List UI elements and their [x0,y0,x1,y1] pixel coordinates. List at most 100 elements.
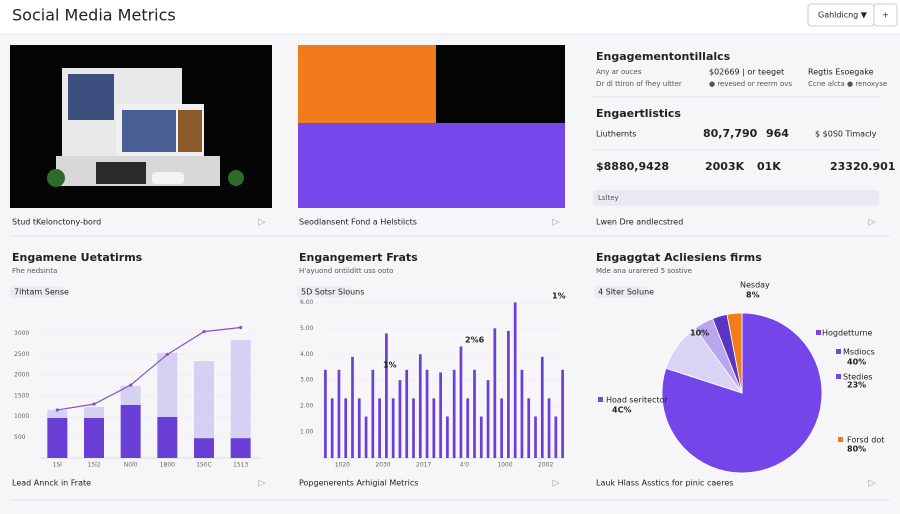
chart-subtitle: H'ayuond ontiiditt uss ooto [299,267,393,275]
panel-stat: Dr dl ttiron of fhey ultter [596,80,682,88]
x-tick-label: 2017 [416,462,431,469]
panel-value: $8880,9428 [596,160,669,173]
pie-slice [726,312,743,394]
x-tick-label: 15l2 [87,462,100,469]
chart-subtitle: Fhe nedsinta [12,267,57,275]
x-tick-label: 4'0 [460,462,469,469]
bar [479,416,483,458]
card-action[interactable]: ▷ [553,218,560,228]
legend-swatch [598,397,603,402]
bar-segment [47,417,68,458]
card-action[interactable]: ▷ [869,479,876,489]
bar [486,380,490,458]
bar [500,398,503,458]
data-annotation: 1% [552,292,566,301]
bar [507,330,510,458]
bar [527,398,531,458]
bar [344,398,348,458]
bar [439,372,442,458]
y-tick-label: 1.00 [300,429,314,436]
y-tick-label: 500 [14,434,26,441]
chart-tag [594,286,648,298]
y-tick-label: 6.00 [300,299,314,306]
card-caption: Stud tKelonctony-bord [12,218,101,227]
bar [351,356,354,458]
chart-tag [10,286,64,298]
pie-annotation: Stedies [843,373,873,382]
card-caption: Lwen Dre andlecstred [596,218,683,227]
bar [493,328,497,458]
bar [330,398,334,458]
bar-segment [157,416,178,458]
card-caption: Seodlansent Fond a Helstiicts [299,218,417,227]
pie-annotation: 10% [690,329,709,338]
entrance [96,162,146,184]
panel-value: Liuthernts [596,130,636,139]
x-tick-label: 1800 [160,462,175,469]
line-point [239,325,243,330]
bar-segment [230,339,251,439]
panel-stat: $02669 | or teeget [709,68,784,77]
x-tick-label: 1Sl [53,462,63,469]
chart-title: Engaggtat Acliesiens firms [596,251,762,264]
card-caption: Lead Annck in Frate [12,479,91,488]
data-annotation: 2%6 [465,336,485,345]
bar [398,380,402,458]
card-action[interactable]: ▷ [259,218,266,228]
bar-segment [230,438,251,458]
bar-segment [194,361,214,439]
bar [378,398,381,458]
pie-annotation: 4C% [612,406,631,415]
card-action[interactable]: ▷ [259,479,266,489]
black-block [436,45,565,123]
x-tick-label: 1020 [335,462,350,469]
panel-bar [593,190,879,206]
add-button[interactable] [873,3,898,27]
card-action[interactable]: ▷ [553,479,560,489]
panel-title: Engagementontillalcs [596,50,731,63]
y-tick-label: 2500 [14,351,29,358]
bar [412,398,415,458]
bar-segment [84,407,104,418]
purple-block [298,123,565,208]
bar [452,369,456,458]
pie-annotation: Hoad seritector [606,396,669,405]
car [152,172,184,184]
panel-value: 80,7,790 [703,127,758,140]
card-action[interactable]: ▷ [869,218,876,228]
bar-segment [120,385,141,405]
page-title: Social Media Metrics [12,6,176,25]
pie-annotation: 23% [847,381,866,390]
window [122,110,176,152]
panel-stat: Any ar ouces [596,68,642,76]
add-label[interactable]: + [882,11,889,20]
bar-segment [120,404,141,458]
chart-subtitle: Mde ana urarered 5 sostive [596,267,692,275]
bar [425,369,429,458]
dropdown-label[interactable]: Gahldicng ▼ [818,11,868,20]
bar [459,346,463,458]
bar [513,302,517,458]
y-tick-label: 4.00 [300,351,314,358]
y-tick-label: 2.00 [300,403,314,410]
y-tick-label: 3000 [14,330,29,337]
pie-annotation: 80% [847,445,866,454]
tree [47,169,65,187]
pie-annotation: Msdiocs [843,348,875,357]
panel-value: 01K [757,160,781,173]
x-tick-label: 1000 [497,462,512,469]
bar [385,333,388,458]
panel-bar-label: Lsltey [598,194,619,202]
panel-value: $ $0S0 Timacly [815,130,877,139]
panel-stat: ● revesed or reerm ovs [709,80,792,88]
chart-tag [297,286,351,298]
bar [561,369,564,458]
x-tick-label: 1513 [233,462,248,469]
bar [473,369,476,458]
bar [466,398,470,458]
header-bar [0,0,900,34]
line-point [129,383,133,387]
bar [432,398,436,458]
y-tick-label: 1000 [14,413,29,420]
line-series [57,326,241,411]
